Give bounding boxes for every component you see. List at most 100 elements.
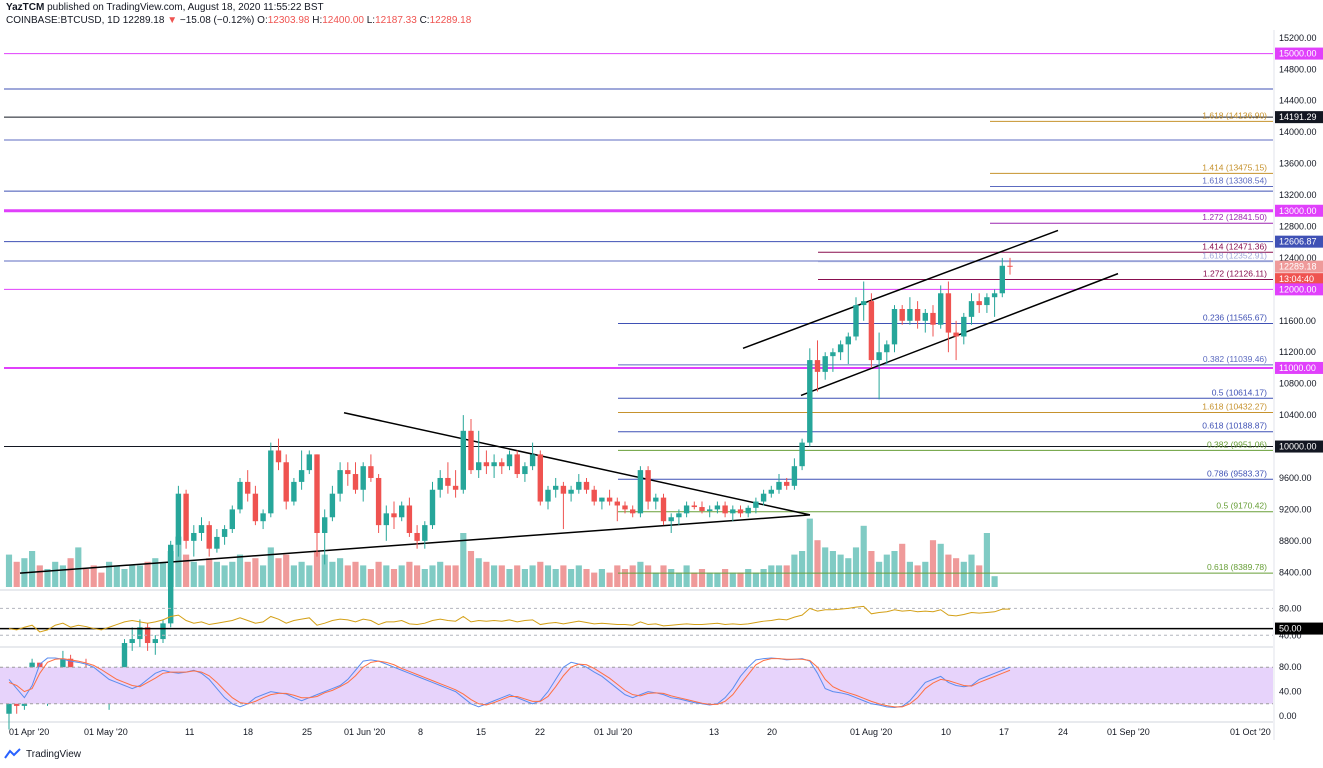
candle-body [352,474,359,490]
candle-body [907,309,913,321]
price-axis-tick: 14400.00 [1279,96,1317,106]
volume-bar [82,569,90,587]
candle-body [137,627,143,640]
volume-bar [244,561,251,587]
volume-bar [729,572,736,587]
price-axis-tick: 15200.00 [1279,33,1317,43]
candle-body [737,509,744,514]
volume-bar [899,543,906,587]
volume-bar [629,565,636,587]
volume-bar [837,554,844,587]
price-badge [1275,111,1323,124]
symbol-info: COINBASE:BTCUSD, 1D 12289.18 ▼ −15.08 (−… [6,15,471,26]
candle-body [822,356,828,372]
volume-bar [136,565,143,587]
candle-body [245,481,251,494]
tradingview-brand[interactable]: TradingView [4,748,81,760]
price-axis-tick: 10800.00 [1279,379,1317,389]
open-value: 12303.98 [267,15,310,26]
last-price: 12289.18 [122,15,165,26]
volume-bar [290,565,297,587]
volume-bar [714,572,721,587]
candle-body [830,352,836,357]
price-badge-label: 15000.00 [1279,49,1317,59]
candle-body [845,336,851,345]
volume-bar [44,569,51,587]
volume-bar [406,561,413,587]
price-axis-tick: 11200.00 [1279,347,1316,357]
time-axis-tick: 13 [709,727,719,737]
fib-level-label: 1.272 (12126.11) [1203,268,1267,278]
candle-body [945,293,952,333]
time-axis-tick: 01 Oct '20 [1230,727,1271,737]
candle-body [853,305,859,337]
volume-bar [775,565,783,587]
candle-body [452,485,459,490]
volume-bar [337,558,344,587]
volume-bar [968,554,975,587]
volume-bar [752,572,759,587]
volume-bar [760,569,767,587]
author: YazTCM [6,2,45,13]
candle-body [861,301,867,306]
volume-bar [860,525,867,587]
volume-bar [383,565,390,587]
fib-level-label: 0.382 (9951.06) [1207,439,1267,449]
price-axis-tick: 12400.00 [1279,253,1317,263]
volume-bar [606,572,613,587]
candle-body [422,525,428,541]
volume-bar [36,565,43,587]
time-axis-tick: 10 [941,727,951,737]
volume-bar [683,565,690,587]
volume-bar [414,565,421,587]
candle-body [221,529,228,537]
price-axis-tick: 8800.00 [1279,536,1312,546]
volume-bar [467,551,475,587]
candle-body [368,466,374,478]
candle-body [214,536,220,549]
volume-bar [67,558,74,587]
candle-body [776,481,782,490]
time-axis-tick: 15 [476,727,486,737]
volume-bar [90,565,97,587]
price-badge [1275,440,1323,453]
candle-body [799,442,805,467]
volume-bar [29,551,36,587]
volume-bar [367,569,374,587]
volume-bar [675,572,682,587]
candle-body [121,643,128,671]
volume-bar [13,561,20,587]
price-badge-label: 14191.29 [1279,112,1317,122]
fib-level-label: 0.5 (10614.17) [1212,387,1267,397]
symbol: COINBASE:BTCUSD, 1D [6,15,120,26]
candle-body [891,309,898,345]
volume-bar [745,569,752,587]
candle-body [637,470,644,514]
candle-body [529,454,536,467]
price-badge-label: 13:04:40 [1279,274,1314,284]
price-badge [1275,283,1323,296]
volume-bar [552,569,559,587]
rsi-line [8,605,1010,633]
volume-bar [190,561,197,587]
candle-body [360,466,366,490]
candle-body [375,477,382,526]
open-label: O: [257,15,268,26]
time-axis-tick: 20 [767,727,777,737]
price-axis-tick: 10400.00 [1279,410,1317,420]
candle-body [691,505,697,508]
candle-body [568,489,574,494]
volume-bar [814,540,821,587]
candle-body [583,481,590,490]
volume-bar [121,569,128,587]
candle-body [599,497,605,502]
candle-body [252,493,259,522]
volume-bar [560,565,567,587]
candle-body [514,454,520,475]
candle-body [6,701,12,714]
candle-body [337,470,343,494]
volume-bar [306,565,313,587]
time-axis-tick: 22 [535,727,545,737]
candle-body [168,544,174,624]
